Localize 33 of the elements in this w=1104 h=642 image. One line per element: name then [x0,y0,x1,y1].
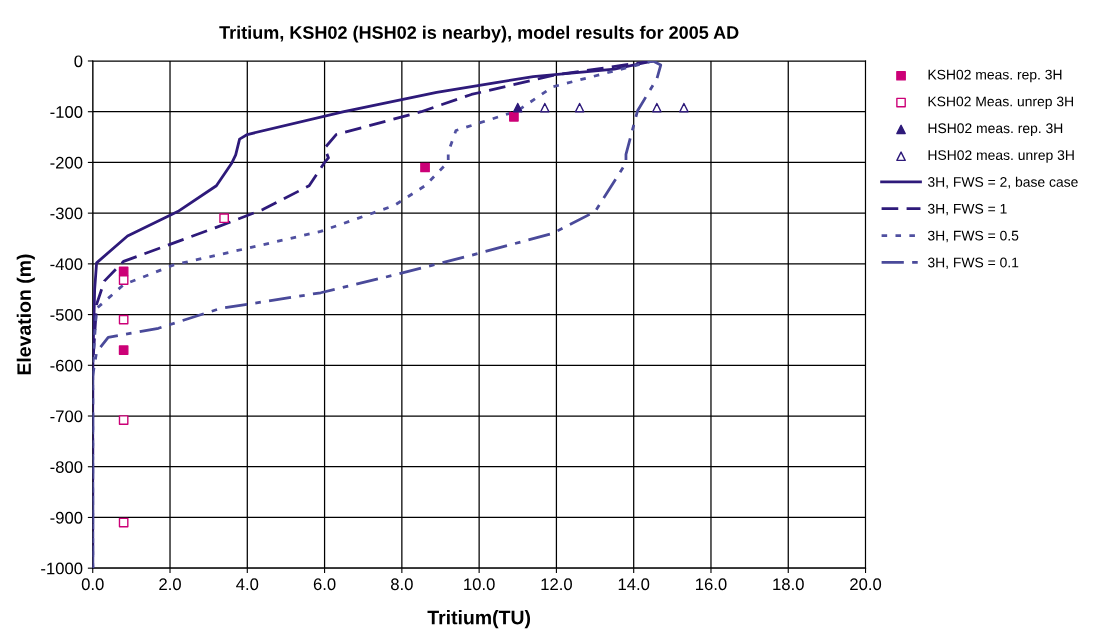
y-tick-label: -600 [50,359,83,372]
x-tick-label: 6.0 [313,578,336,591]
y-tick-label: -200 [50,156,83,169]
y-tick-label: -300 [50,207,83,220]
legend-label: 3H, FWS = 2, base case [927,176,1078,189]
x-axis-title: Tritium(TU) [427,610,531,629]
x-tick-label: 2.0 [159,578,181,591]
x-tick-label: 16.0 [696,578,727,591]
x-tick-label: 20.0 [850,578,882,591]
legend-label: 3H, FWS = 0.1 [927,257,1019,270]
y-axis-title: Elevation (m) [16,254,35,375]
y-tick-label: -500 [50,308,83,321]
y-tick-label: -100 [50,106,83,118]
x-tick-label: 0.0 [81,578,104,591]
legend-label: KSH02 Meas. unrep 3H [928,96,1073,110]
chart-title: Tritium, KSH02 (HSH02 is nearby), model results for 2005 AD [219,25,739,43]
legend-label: HSH02 meas. rep. 3H [928,123,1063,136]
x-tick-label: 10.0 [464,578,495,591]
x-tick-label: 12.0 [541,578,572,591]
legend-label: HSH02 meas. unrep 3H [928,150,1074,163]
y-tick-label: -900 [50,511,83,524]
y-tick-label: -1000 [41,562,83,575]
y-tick-label: 0 [74,55,83,68]
legend-label: 3H, FWS = 0.5 [927,230,1019,243]
y-tick-label: -400 [50,258,83,271]
x-tick-label: 4.0 [236,578,259,591]
y-tick-label: -700 [50,410,83,423]
x-tick-label: 18.0 [773,578,804,591]
x-tick-label: 14.0 [618,578,650,591]
x-tick-label: 8.0 [391,578,413,591]
y-tick-label: -800 [50,461,83,473]
legend-label: KSH02 meas. rep. 3H [928,69,1062,83]
legend-label: 3H, FWS = 1 [927,203,1007,216]
